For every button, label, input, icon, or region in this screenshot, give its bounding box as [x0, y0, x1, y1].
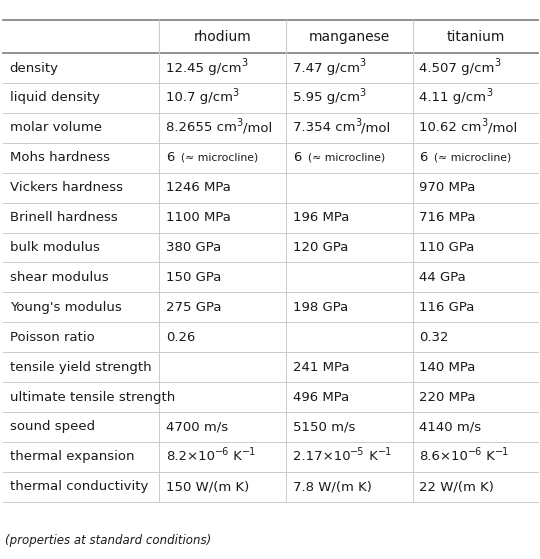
Text: 3: 3 — [360, 88, 366, 98]
Text: 3: 3 — [486, 88, 492, 98]
Text: 3: 3 — [495, 58, 501, 68]
Text: Young's modulus: Young's modulus — [10, 301, 122, 314]
Text: 22 W/(m K): 22 W/(m K) — [419, 480, 494, 493]
Text: rhodium: rhodium — [194, 30, 251, 44]
Text: 3: 3 — [237, 117, 243, 127]
Text: −1: −1 — [495, 447, 509, 457]
Text: 4.11 g/cm: 4.11 g/cm — [419, 92, 486, 105]
Text: 7.8 W/(m K): 7.8 W/(m K) — [293, 480, 372, 493]
Text: 8.2×10: 8.2×10 — [166, 451, 215, 463]
Text: −6: −6 — [468, 447, 482, 457]
Text: 496 MPa: 496 MPa — [293, 391, 349, 404]
Text: (≈ microcline): (≈ microcline) — [174, 153, 259, 163]
Text: 275 GPa: 275 GPa — [166, 301, 221, 314]
Text: K: K — [364, 451, 377, 463]
Text: 1246 MPa: 1246 MPa — [166, 181, 231, 194]
Text: 196 MPa: 196 MPa — [293, 211, 349, 224]
Text: thermal expansion: thermal expansion — [10, 451, 134, 463]
Text: 110 GPa: 110 GPa — [419, 241, 475, 254]
Text: titanium: titanium — [447, 30, 505, 44]
Text: (≈ microcline): (≈ microcline) — [428, 153, 512, 163]
Text: 4700 m/s: 4700 m/s — [166, 420, 228, 433]
Text: liquid density: liquid density — [10, 92, 100, 105]
Text: 2.17×10: 2.17×10 — [293, 451, 350, 463]
Text: 10.62 cm: 10.62 cm — [419, 121, 482, 134]
Text: 7.47 g/cm: 7.47 g/cm — [293, 61, 360, 74]
Text: 116 GPa: 116 GPa — [419, 301, 475, 314]
Text: /mol: /mol — [361, 121, 390, 134]
Text: 0.26: 0.26 — [166, 331, 195, 344]
Text: molar volume: molar volume — [10, 121, 102, 134]
Text: 5.95 g/cm: 5.95 g/cm — [293, 92, 360, 105]
Text: 3: 3 — [482, 117, 488, 127]
Text: sound speed: sound speed — [10, 420, 95, 433]
Text: 3: 3 — [241, 58, 247, 68]
Text: manganese: manganese — [309, 30, 390, 44]
Text: 241 MPa: 241 MPa — [293, 361, 349, 373]
Text: −1: −1 — [377, 447, 392, 457]
Text: shear modulus: shear modulus — [10, 271, 109, 284]
Text: 12.45 g/cm: 12.45 g/cm — [166, 61, 241, 74]
Text: 716 MPa: 716 MPa — [419, 211, 476, 224]
Text: 3: 3 — [360, 58, 366, 68]
Text: K: K — [229, 451, 242, 463]
Text: 7.354 cm: 7.354 cm — [293, 121, 355, 134]
Text: 8.2655 cm: 8.2655 cm — [166, 121, 237, 134]
Text: 8.6×10: 8.6×10 — [419, 451, 468, 463]
Text: 6: 6 — [293, 151, 301, 164]
Text: 150 W/(m K): 150 W/(m K) — [166, 480, 249, 493]
Text: −1: −1 — [242, 447, 256, 457]
Text: tensile yield strength: tensile yield strength — [10, 361, 151, 373]
Text: Mohs hardness: Mohs hardness — [10, 151, 110, 164]
Text: 3: 3 — [233, 88, 239, 98]
Text: 44 GPa: 44 GPa — [419, 271, 466, 284]
Text: (properties at standard conditions): (properties at standard conditions) — [5, 534, 212, 547]
Text: 0.32: 0.32 — [419, 331, 449, 344]
Text: ultimate tensile strength: ultimate tensile strength — [10, 391, 175, 404]
Text: /mol: /mol — [243, 121, 272, 134]
Text: 5150 m/s: 5150 m/s — [293, 420, 355, 433]
Text: 220 MPa: 220 MPa — [419, 391, 476, 404]
Text: 4.507 g/cm: 4.507 g/cm — [419, 61, 495, 74]
Text: /mol: /mol — [488, 121, 517, 134]
Text: (≈ microcline): (≈ microcline) — [301, 153, 386, 163]
Text: 6: 6 — [419, 151, 428, 164]
Text: 198 GPa: 198 GPa — [293, 301, 348, 314]
Text: bulk modulus: bulk modulus — [10, 241, 99, 254]
Text: 6: 6 — [166, 151, 174, 164]
Text: −5: −5 — [350, 447, 365, 457]
Text: 1100 MPa: 1100 MPa — [166, 211, 231, 224]
Text: 150 GPa: 150 GPa — [166, 271, 221, 284]
Text: 120 GPa: 120 GPa — [293, 241, 348, 254]
Text: K: K — [482, 451, 495, 463]
Text: Vickers hardness: Vickers hardness — [10, 181, 123, 194]
Text: 140 MPa: 140 MPa — [419, 361, 475, 373]
Text: 380 GPa: 380 GPa — [166, 241, 221, 254]
Text: Poisson ratio: Poisson ratio — [10, 331, 94, 344]
Text: Brinell hardness: Brinell hardness — [10, 211, 118, 224]
Text: density: density — [10, 61, 59, 74]
Text: 4140 m/s: 4140 m/s — [419, 420, 481, 433]
Text: −6: −6 — [215, 447, 229, 457]
Text: 970 MPa: 970 MPa — [419, 181, 475, 194]
Text: thermal conductivity: thermal conductivity — [10, 480, 148, 493]
Text: 10.7 g/cm: 10.7 g/cm — [166, 92, 233, 105]
Text: 3: 3 — [355, 117, 361, 127]
